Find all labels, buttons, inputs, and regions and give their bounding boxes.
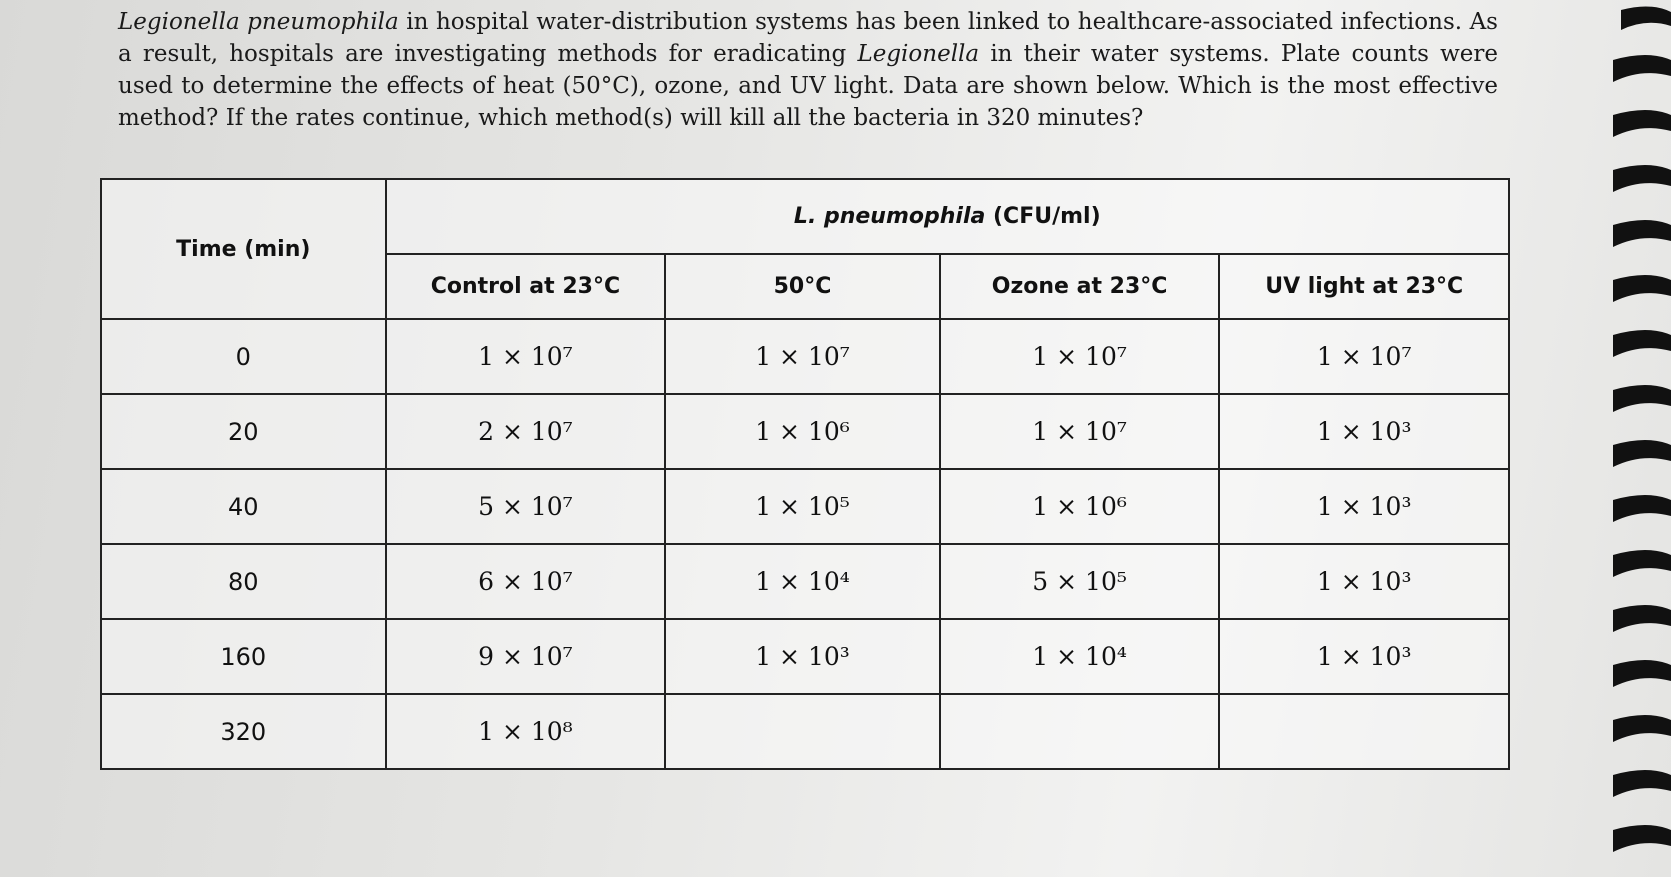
group-header: L. pneumophila (CFU/ml) xyxy=(384,178,1511,255)
table-row: 20 2 × 10⁷ 1 × 10⁶ 1 × 10⁷ 1 × 10³ xyxy=(100,393,1510,470)
column-header: Ozone at 23°C xyxy=(938,253,1221,320)
table-row: 80 6 × 10⁷ 1 × 10⁴ 5 × 10⁵ 1 × 10³ xyxy=(100,543,1510,620)
count-cell: 1 × 10⁷ xyxy=(938,318,1221,395)
spiral-rings xyxy=(1613,6,1671,852)
text-run: in hospital water-distribution systems h… xyxy=(118,9,1498,67)
time-cell: 0 xyxy=(100,318,387,395)
count-cell: 1 × 10³ xyxy=(664,618,941,695)
text-run: L. pneumophila xyxy=(793,204,986,229)
count-cell: 1 × 10⁷ xyxy=(1218,318,1510,395)
count-cell: 5 × 10⁷ xyxy=(384,468,667,545)
table-row: 40 5 × 10⁷ 1 × 10⁵ 1 × 10⁶ 1 × 10³ xyxy=(100,468,1510,545)
count-cell: 6 × 10⁷ xyxy=(384,543,667,620)
time-cell: 160 xyxy=(100,618,387,695)
text-run: Legionella xyxy=(857,41,980,67)
table-head: Time (min) L. pneumophila (CFU/ml) Control… xyxy=(100,178,1511,320)
time-cell: 40 xyxy=(100,468,387,545)
time-cell: 80 xyxy=(100,543,387,620)
text-run: Legionella pneumophila xyxy=(118,9,399,35)
column-header: 50°C xyxy=(664,253,941,320)
table-row: 160 9 × 10⁷ 1 × 10³ 1 × 10⁴ 1 × 10³ xyxy=(100,618,1510,695)
data-table: Time (min) L. pneumophila (CFU/ml) Control… xyxy=(100,178,1511,770)
time-cell: 20 xyxy=(100,393,387,470)
count-cell: 9 × 10⁷ xyxy=(384,618,667,695)
text-run: in their water systems. Plate counts wer… xyxy=(118,41,1498,131)
count-cell: 5 × 10⁵ xyxy=(938,543,1221,620)
empty-cell xyxy=(1218,693,1510,770)
count-cell: 1 × 10³ xyxy=(1218,468,1510,545)
column-header: Control at 23°C xyxy=(384,253,667,320)
count-cell: 1 × 10⁴ xyxy=(664,543,941,620)
question: Legionella pneumophila in hospital water… xyxy=(118,6,1498,134)
count-cell: 1 × 10⁶ xyxy=(938,468,1221,545)
spiral-binding xyxy=(1613,6,1671,852)
count-cell: 1 × 10⁶ xyxy=(664,393,941,470)
count-cell: 1 × 10³ xyxy=(1218,543,1510,620)
count-cell: 2 × 10⁷ xyxy=(384,393,667,470)
count-cell: 1 × 10⁷ xyxy=(938,393,1221,470)
count-cell: 1 × 10⁴ xyxy=(938,618,1221,695)
count-cell: 1 × 10³ xyxy=(1218,618,1510,695)
header-row: Time (min) L. pneumophila (CFU/ml) xyxy=(100,178,1511,320)
count-cell: 1 × 10⁸ xyxy=(384,693,667,770)
count-cell: 1 × 10⁷ xyxy=(384,318,667,395)
column-header: Time (min) xyxy=(100,178,387,320)
empty-cell xyxy=(664,693,941,770)
table-row: 320 1 × 10⁸ xyxy=(100,693,1510,770)
time-cell: 320 xyxy=(100,693,387,770)
empty-cell xyxy=(938,693,1221,770)
header-row: Control at 23°C 50°C Ozone at 23°C UV light… xyxy=(101,253,1510,320)
count-cell: 1 × 10⁷ xyxy=(664,318,941,395)
count-cell: 1 × 10⁵ xyxy=(664,468,941,545)
column-header: UV light at 23°C xyxy=(1218,253,1510,320)
text-run: (CFU/ml) xyxy=(985,204,1101,229)
count-cell: 1 × 10³ xyxy=(1218,393,1510,470)
